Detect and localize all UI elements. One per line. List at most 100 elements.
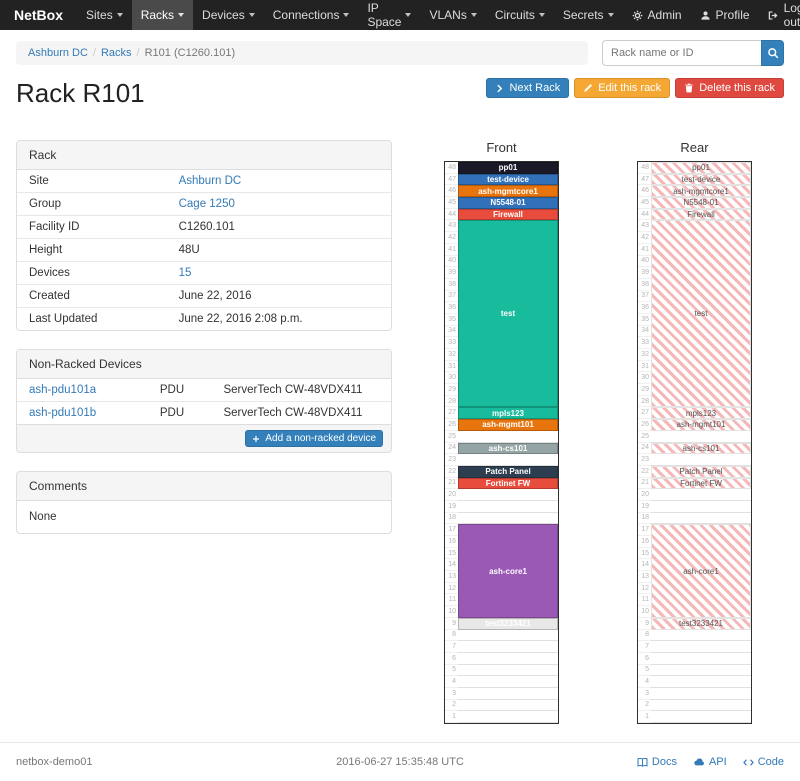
- breadcrumb-section[interactable]: Racks: [100, 47, 132, 59]
- rack-device-rear[interactable]: ash-mgmtcore1: [651, 185, 751, 198]
- rack-device-rear[interactable]: test3233421: [651, 617, 751, 630]
- breadcrumb: Ashburn DC / Racks / R101 (C1260.101): [16, 41, 588, 65]
- rack-info-table: Site Ashburn DC Group Cage 1250 Facility ID C…: [17, 170, 391, 330]
- unit-number: 10: [445, 606, 458, 618]
- unit-number: 26: [638, 419, 651, 431]
- rack-device-rear[interactable]: Fortinet FW: [651, 477, 751, 490]
- rack-device-front[interactable]: ash-cs101: [458, 442, 558, 455]
- trash-icon: [684, 83, 694, 93]
- api-link[interactable]: API: [693, 756, 727, 768]
- rack-device-front[interactable]: Firewall: [458, 208, 558, 221]
- unit-number: 30: [638, 372, 651, 385]
- search-icon: [767, 47, 779, 59]
- search-button[interactable]: [761, 40, 784, 66]
- rack-info-row: Devices 15: [17, 261, 391, 285]
- rack-device-rear[interactable]: ash-cs101: [651, 442, 751, 455]
- unit-number: 46: [638, 185, 651, 198]
- nav-item-devices[interactable]: Devices: [193, 0, 264, 30]
- rack-unit-empty: [458, 652, 558, 665]
- nav-item-ip-space[interactable]: IP Space: [358, 0, 420, 30]
- rack-device-front[interactable]: test-device: [458, 173, 558, 186]
- unit-number: 24: [445, 443, 458, 455]
- rack-device-rear[interactable]: N5548-01: [651, 197, 751, 209]
- unit-number: 4: [445, 676, 458, 688]
- unit-number: 5: [445, 665, 458, 677]
- unit-number: 27: [445, 407, 458, 420]
- unit-number: 42: [445, 232, 458, 244]
- rack-device-rear[interactable]: mpls123: [651, 407, 751, 420]
- admin-link[interactable]: Admin: [623, 0, 691, 30]
- rack-search: [602, 40, 784, 66]
- unit-number: 22: [445, 466, 458, 478]
- rack-device-rear[interactable]: pp01: [651, 162, 751, 174]
- rack-device-rear[interactable]: ash-mgmt101: [651, 419, 751, 431]
- rack-unit-empty: [651, 641, 751, 653]
- rack-info-label: Group: [17, 192, 167, 216]
- non-racked-device-link[interactable]: ash-pdu101b: [29, 407, 97, 419]
- unit-number: 37: [445, 291, 458, 303]
- nav-item-label: Connections: [272, 8, 340, 22]
- delete-rack-button[interactable]: Delete this rack: [675, 78, 784, 98]
- caret-down-icon: [248, 13, 255, 17]
- rack-device-rear[interactable]: test: [651, 220, 751, 408]
- rack-device-front[interactable]: Fortinet FW: [458, 477, 558, 490]
- non-racked-device-link[interactable]: ash-pdu101a: [29, 384, 97, 396]
- front-rack: 48 47 46 45 44 43 42 41 40 39 38 37 36 35 34 33 32 31 30 29…: [444, 161, 559, 724]
- rack-device-front[interactable]: ash-core1: [458, 524, 558, 618]
- rack-device-front[interactable]: ash-mgmtcore1: [458, 185, 558, 198]
- rack-device-front[interactable]: test: [458, 220, 558, 408]
- unit-number: 47: [445, 174, 458, 186]
- nav-item-secrets[interactable]: Secrets: [554, 0, 623, 30]
- rack-unit-empty: [458, 699, 558, 712]
- rack-device-front[interactable]: N5548-01: [458, 197, 558, 209]
- unit-number: 26: [445, 419, 458, 431]
- profile-link[interactable]: Profile: [691, 0, 759, 30]
- nav-item-vlans[interactable]: VLANs: [420, 0, 485, 30]
- unit-number: 20: [638, 489, 651, 501]
- caret-down-icon: [538, 13, 545, 17]
- rack-info-row: Site Ashburn DC: [17, 170, 391, 193]
- unit-number: 47: [638, 174, 651, 186]
- brand[interactable]: NetBox: [14, 7, 64, 23]
- rack-device-rear[interactable]: ash-core1: [651, 524, 751, 618]
- rack-info-link[interactable]: 15: [178, 267, 192, 279]
- nav-item-sites[interactable]: Sites: [77, 0, 132, 30]
- non-racked-footer: Add a non-racked device: [17, 424, 391, 452]
- breadcrumb-site[interactable]: Ashburn DC: [28, 47, 88, 59]
- search-input[interactable]: [602, 40, 761, 66]
- unit-number: 12: [445, 583, 458, 595]
- nav-item-racks[interactable]: Racks: [131, 0, 194, 30]
- logout-link[interactable]: Log out: [759, 0, 800, 30]
- unit-number: 23: [638, 454, 651, 466]
- docs-link[interactable]: Docs: [637, 756, 677, 768]
- book-icon: [637, 757, 648, 768]
- nav-item-circuits[interactable]: Circuits: [486, 0, 554, 30]
- unit-number: 41: [445, 244, 458, 256]
- nav-item-label: Sites: [86, 8, 113, 22]
- unit-number: 13: [638, 571, 651, 583]
- rack-device-rear[interactable]: test-device: [651, 173, 751, 186]
- rack-info-value: June 22, 2016: [166, 284, 391, 308]
- rack-device-front[interactable]: mpls123: [458, 407, 558, 420]
- rack-device-rear[interactable]: Patch Panel: [651, 465, 751, 478]
- rack-info-link[interactable]: Ashburn DC: [178, 175, 242, 187]
- non-racked-panel-title: Non-Racked Devices: [17, 350, 391, 379]
- edit-rack-button[interactable]: Edit this rack: [574, 78, 671, 98]
- code-link[interactable]: Code: [742, 756, 784, 768]
- rack-device-rear[interactable]: Firewall: [651, 208, 751, 221]
- navbar-menu: Sites Racks Devices Connections IP Space VLAN…: [77, 0, 623, 30]
- rack-device-front[interactable]: pp01: [458, 162, 558, 174]
- rack-device-front[interactable]: Patch Panel: [458, 465, 558, 478]
- rack-unit-empty: [651, 512, 751, 525]
- caret-down-icon: [178, 13, 185, 17]
- nav-item-connections[interactable]: Connections: [264, 0, 359, 30]
- rack-device-front[interactable]: ash-mgmt101: [458, 419, 558, 431]
- unit-number: 8: [445, 630, 458, 642]
- unit-number: 19: [445, 501, 458, 513]
- rack-device-front[interactable]: test3233421: [458, 617, 558, 630]
- nav-item-label: IP Space: [367, 1, 402, 29]
- rack-info-link[interactable]: Cage 1250: [178, 198, 235, 210]
- next-rack-button[interactable]: Next Rack: [486, 78, 570, 98]
- add-non-racked-device-button[interactable]: Add a non-racked device: [245, 430, 383, 447]
- unit-number: 42: [638, 232, 651, 244]
